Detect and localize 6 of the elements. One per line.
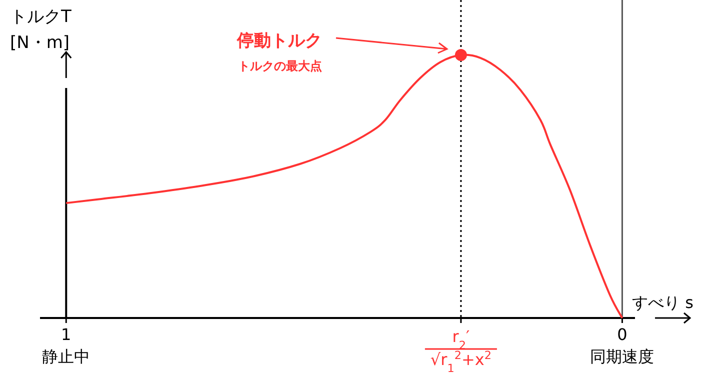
x-tick-label: 1 静止中 xyxy=(42,325,90,366)
annotation: トルクの最大点 xyxy=(238,59,322,73)
x-axis-title: すべり s xyxy=(632,293,694,312)
x-tick-label: 0 同期速度 xyxy=(590,325,654,366)
y-axis-title: トルクT [N・m] xyxy=(10,7,72,53)
text: 停動トルク xyxy=(236,31,322,51)
